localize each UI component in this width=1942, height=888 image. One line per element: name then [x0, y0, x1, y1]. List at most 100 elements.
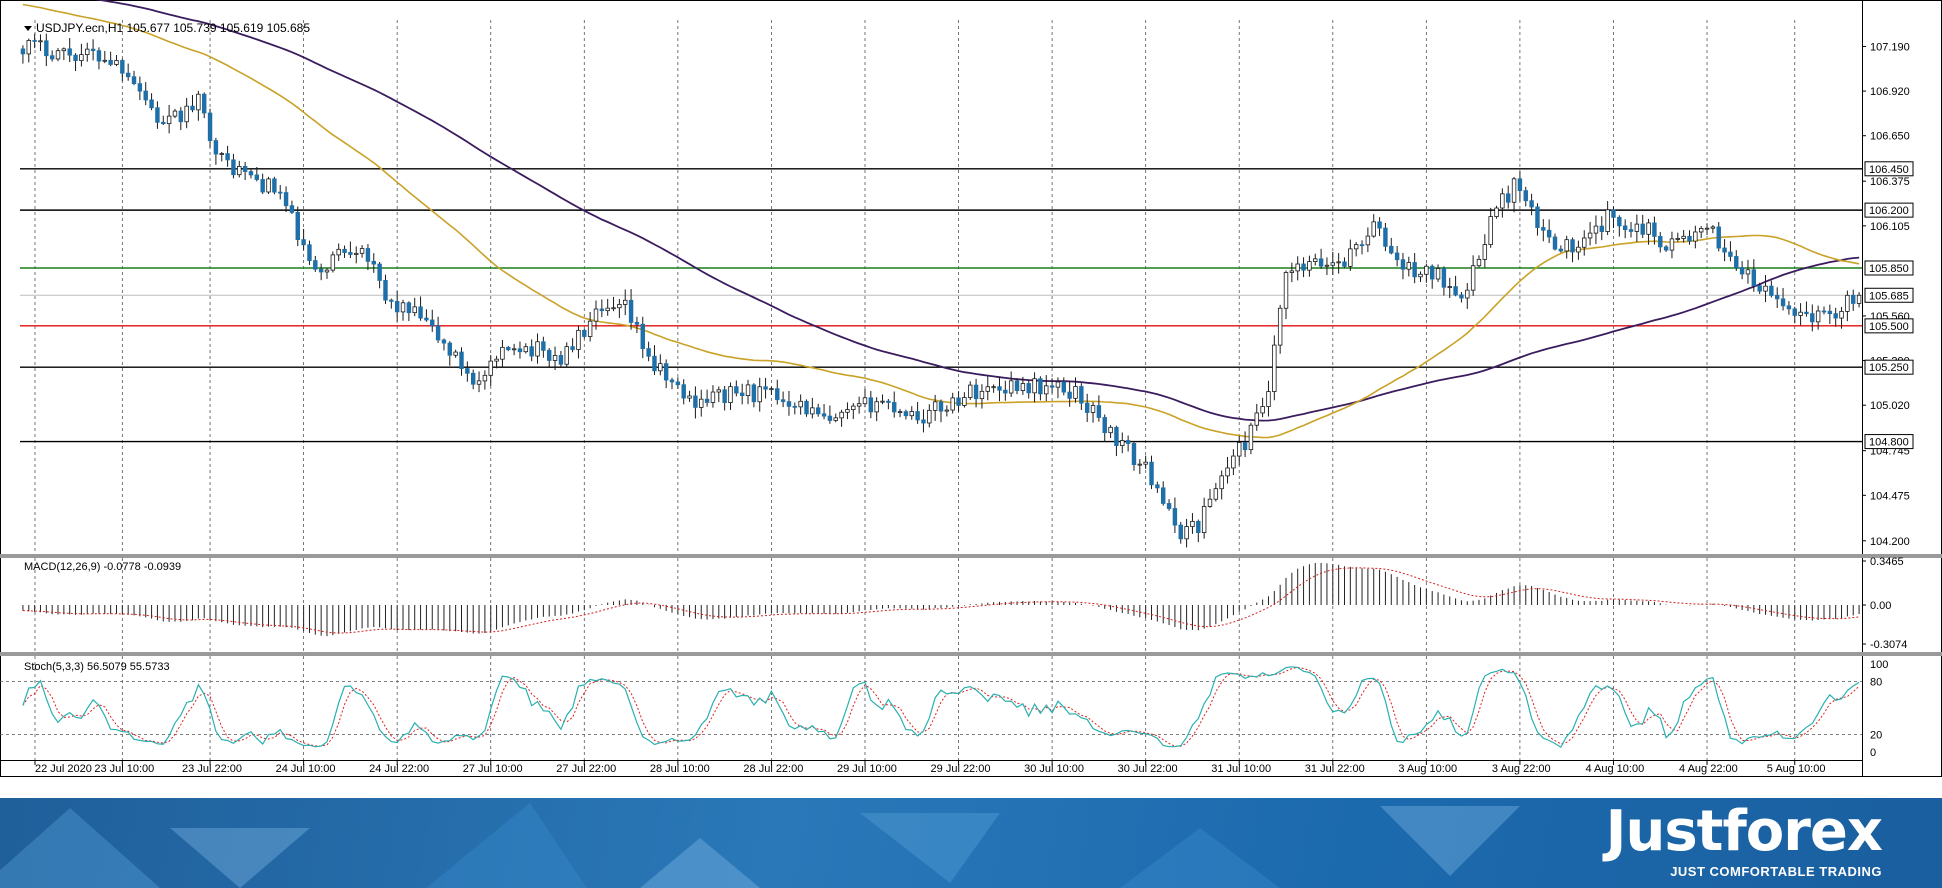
time-axis-label: 22 Jul 2020	[35, 763, 92, 775]
candle	[535, 341, 540, 357]
candle	[131, 76, 137, 85]
stoch-axis-label: 20	[1870, 729, 1882, 741]
candle	[476, 380, 482, 385]
candle	[1763, 285, 1768, 292]
candle	[1751, 269, 1757, 287]
level-tag	[1864, 318, 1914, 334]
price-axis-label: 106.920	[1870, 86, 1910, 98]
candle	[1745, 269, 1751, 275]
candle	[856, 403, 862, 407]
macd-signal-line	[22, 567, 1860, 634]
candle	[406, 302, 412, 314]
candle	[1067, 391, 1072, 399]
candle	[1810, 313, 1815, 323]
candle	[1061, 381, 1067, 393]
candle	[1365, 235, 1371, 246]
time-axis-label: 24 Jul 10:00	[276, 763, 336, 775]
candle	[716, 389, 722, 393]
candle	[125, 72, 131, 78]
candle	[1722, 247, 1727, 253]
candle	[634, 322, 640, 325]
candle	[1406, 262, 1412, 270]
candle	[605, 307, 610, 312]
candle	[1155, 484, 1160, 489]
candle	[342, 248, 347, 253]
candle	[1120, 440, 1125, 446]
candle	[1827, 310, 1833, 315]
candle	[1529, 200, 1534, 208]
candle	[143, 90, 148, 101]
candle	[354, 252, 359, 255]
candle	[494, 358, 499, 362]
candle	[1587, 232, 1593, 239]
candle	[1640, 223, 1645, 235]
candle	[1418, 273, 1423, 278]
candle	[313, 260, 318, 270]
candle	[1400, 259, 1406, 270]
candle	[1348, 248, 1353, 267]
candle	[897, 411, 903, 414]
candle	[1506, 193, 1511, 203]
candle	[1476, 258, 1482, 267]
candle	[1774, 294, 1780, 300]
candle	[79, 54, 84, 61]
candle	[1102, 417, 1107, 434]
candle	[1780, 298, 1786, 307]
price-axis-label: 104.475	[1870, 490, 1910, 502]
candle	[1225, 467, 1230, 477]
candle	[611, 307, 616, 310]
trading-chart[interactable]: 22 Jul 2020 23 Jul 10:00 23 Jul 22:00 24 Ju…	[0, 0, 1942, 798]
candle	[564, 346, 569, 365]
candle	[710, 391, 716, 403]
candle	[1675, 238, 1681, 240]
candle	[786, 401, 792, 407]
candle	[1131, 443, 1137, 465]
candle	[371, 260, 376, 265]
candle	[1283, 272, 1289, 309]
candle	[272, 178, 277, 193]
candle	[435, 325, 441, 341]
candle	[617, 304, 622, 309]
candle	[1079, 386, 1084, 404]
candle	[359, 248, 365, 254]
candle	[757, 386, 762, 403]
candle	[546, 349, 552, 361]
time-axis-label: 24 Jul 22:00	[369, 763, 429, 775]
candle	[1020, 383, 1026, 391]
level-tag-label: 106.200	[1869, 205, 1909, 217]
candle	[1786, 305, 1792, 310]
candle	[798, 400, 803, 408]
candle	[465, 368, 470, 374]
moving-average-slow	[95, 0, 1860, 422]
level-tag	[1864, 434, 1914, 450]
macd-axis-label: 0.3465	[1870, 556, 1904, 568]
level-tag-label: 105.500	[1869, 321, 1909, 333]
chart-header-label: USDJPY.ecn,H1 105.677 105.739 105.619 10…	[36, 21, 310, 35]
candle	[903, 411, 909, 417]
candle	[1248, 424, 1254, 451]
candle	[330, 254, 336, 271]
candle	[1535, 206, 1540, 228]
candle	[985, 386, 990, 392]
candle	[482, 374, 488, 382]
candle	[207, 112, 213, 141]
candle	[1681, 235, 1686, 239]
candle	[687, 395, 692, 399]
candle	[1073, 386, 1078, 399]
candle	[1792, 308, 1797, 316]
candle	[658, 363, 663, 372]
candle	[517, 348, 523, 353]
candle	[833, 417, 838, 421]
candle	[161, 121, 166, 125]
candle	[1219, 475, 1224, 490]
candle	[1465, 289, 1470, 299]
level-tag	[1864, 202, 1914, 218]
candle	[880, 400, 885, 403]
stoch-label: Stoch(5,3,3) 56.5079 55.5733	[24, 661, 170, 673]
candle	[1523, 190, 1528, 202]
candle	[389, 299, 394, 302]
candle	[1277, 307, 1283, 346]
candle	[1125, 440, 1131, 444]
logo-wordmark: Justforex	[1605, 799, 1883, 864]
candle	[1055, 381, 1061, 388]
